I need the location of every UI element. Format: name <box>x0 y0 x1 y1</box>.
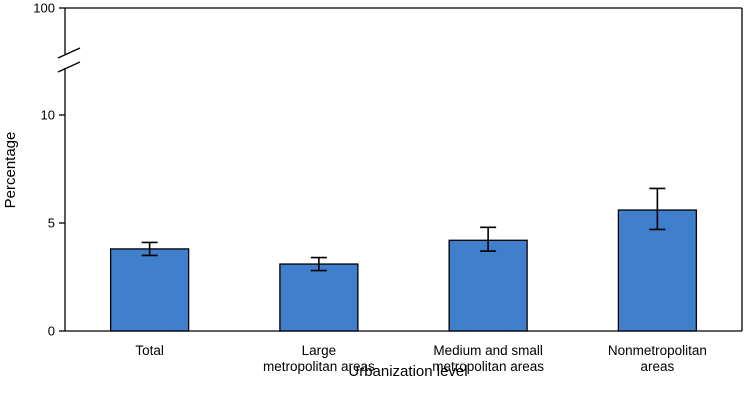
bar <box>109 248 190 332</box>
category-label-line: areas <box>640 359 674 374</box>
category-label-line: metropolitan areas <box>263 359 375 374</box>
y-tick-label: 0 <box>48 324 55 339</box>
bar <box>279 263 359 332</box>
category-label: Total <box>135 343 164 358</box>
category-label: Nonmetropolitan areas <box>608 343 707 374</box>
bar <box>448 239 528 332</box>
y-tick-label: 100 <box>33 1 55 16</box>
category-label: Medium and small metropolitan areas <box>432 343 544 374</box>
y-axis-title: Percentage <box>2 132 19 209</box>
bars-group <box>109 209 698 332</box>
category-label-line: Medium and small <box>433 343 543 358</box>
y-tick-label: 5 <box>48 216 55 231</box>
category-label: Large metropolitan areas <box>263 343 375 374</box>
y-tick-label: 10 <box>41 108 55 123</box>
tick-labels-group: 0 5 10 100 <box>33 1 55 339</box>
category-label-line: metropolitan areas <box>432 359 544 374</box>
category-label-line: Nonmetropolitan <box>608 343 707 358</box>
error-bars-group <box>141 187 666 272</box>
axis-break-mark <box>57 61 81 73</box>
axis-break-mark <box>57 47 81 59</box>
x-axis-title: Urbanization level <box>348 363 467 380</box>
category-label-line: Large <box>302 343 337 358</box>
category-label-line: Total <box>135 343 164 358</box>
